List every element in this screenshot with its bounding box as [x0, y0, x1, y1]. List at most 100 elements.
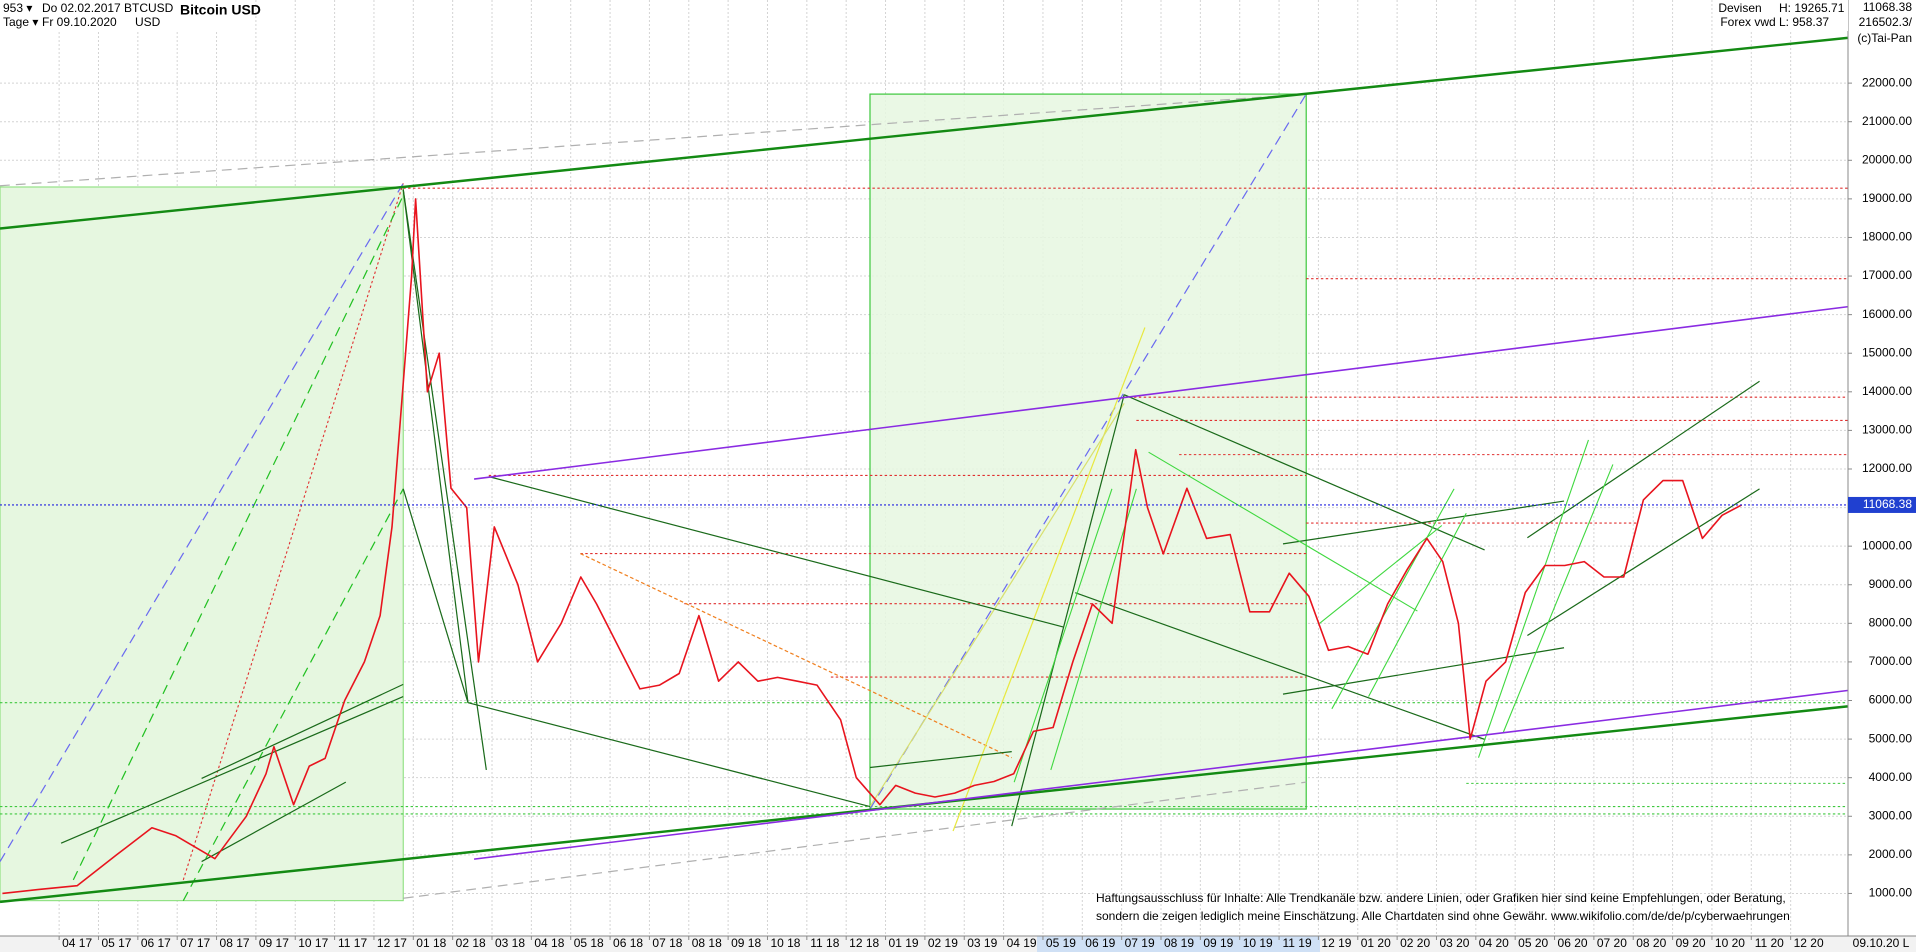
info-box	[1716, 0, 1848, 31]
trendlines	[60, 189, 1760, 863]
y-tick-label: 3000.00	[1869, 808, 1913, 822]
x-tick-label: 06 19	[1085, 936, 1115, 950]
x-tick-label: 07 19	[1125, 936, 1155, 950]
x-tick-label: 05 19	[1046, 936, 1076, 950]
x-tick-label: 01 18	[416, 936, 446, 950]
trendline	[952, 327, 1146, 832]
count-selector[interactable]: 953 ▾	[3, 1, 32, 15]
disclaimer: Haftungsausschluss für Inhalte: Alle Tre…	[1096, 891, 1786, 905]
channel-line	[473, 305, 1848, 480]
price-axis	[1848, 0, 1916, 936]
disclaimer: sondern die zeigen lediglich meine Einsc…	[1096, 909, 1790, 923]
y-tick-label: 16000.00	[1862, 307, 1912, 321]
from-date: Do 02.02.2017	[42, 1, 121, 15]
x-tick-label: 05 20	[1518, 936, 1548, 950]
zone	[0, 186, 404, 902]
y-tick-label: 5000.00	[1869, 731, 1913, 745]
y-tick-label: 4000.00	[1869, 770, 1913, 784]
high: H: 19265.71	[1779, 1, 1845, 15]
y-tick-label: 2000.00	[1869, 847, 1913, 861]
market: Devisen	[1718, 1, 1761, 15]
y-tick-label: 8000.00	[1869, 616, 1913, 630]
time-highlight	[1037, 936, 1320, 952]
x-tick-label: 06 18	[613, 936, 643, 950]
last-price-label: 11068.38	[1863, 497, 1912, 511]
x-tick-label: 12 17	[377, 936, 407, 950]
x-tick-label: 09 19	[1203, 936, 1233, 950]
x-tick-label: 02 19	[928, 936, 958, 950]
currency: USD	[135, 15, 161, 29]
annotations	[0, 36, 1848, 904]
x-tick-label: 09 20	[1676, 936, 1706, 950]
to-date: Fr 09.10.2020	[42, 15, 117, 29]
source: Forex vwd	[1720, 15, 1775, 29]
levels	[0, 702, 1848, 815]
y-tick-label: 18000.00	[1862, 230, 1912, 244]
last-price: 11068.38	[1863, 0, 1912, 14]
x-tick-label: 12 20	[1794, 936, 1824, 950]
x-tick-label: 03 18	[495, 936, 525, 950]
plot	[0, 198, 1848, 895]
price-line	[2, 198, 1743, 895]
channel-line	[474, 689, 1848, 860]
chart-title: Bitcoin USD	[180, 2, 261, 18]
x-tick-label: 04 19	[1007, 936, 1037, 950]
x-tick-label: 10 18	[770, 936, 800, 950]
low: L: 958.37	[1779, 15, 1829, 29]
y-tick-label: 15000.00	[1862, 345, 1912, 359]
x-tick-label: 04 20	[1479, 936, 1509, 950]
trendline	[403, 781, 1307, 899]
y-tick-label: 19000.00	[1862, 191, 1912, 205]
x-tick-label: 03 19	[967, 936, 997, 950]
y-tick-label: 7000.00	[1869, 654, 1913, 668]
x-tick-label: 12 18	[849, 936, 879, 950]
trendline	[0, 183, 404, 862]
x-tick-label: 08 19	[1164, 936, 1194, 950]
x-tick-label: 03 20	[1439, 936, 1469, 950]
trendline	[869, 93, 1307, 810]
x-tick-label: 07 20	[1597, 936, 1627, 950]
trendline	[580, 553, 1012, 759]
y-tick-label: 14000.00	[1862, 384, 1912, 398]
y-tick-label: 21000.00	[1862, 114, 1912, 128]
x-tick-label: 02 18	[456, 936, 486, 950]
levels	[182, 183, 1848, 881]
info-box	[1849, 0, 1916, 47]
y-tick-label: 20000.00	[1862, 152, 1912, 166]
copyright: (c)Tai-Pan	[1857, 31, 1912, 45]
y-tick-label: 17000.00	[1862, 268, 1912, 282]
y-tick-label: 10000.00	[1862, 538, 1912, 552]
time-axis	[0, 936, 1916, 952]
x-tick-label: 11 17	[338, 936, 367, 950]
x-tick-label: 09 18	[731, 936, 761, 950]
period-selector[interactable]: Tage ▾	[3, 15, 38, 29]
trendline	[182, 488, 404, 901]
x-tick-label: 06 20	[1558, 936, 1588, 950]
y-tick-label: 13000.00	[1862, 423, 1912, 437]
x-tick-label: 01 19	[889, 936, 919, 950]
channel-line	[0, 36, 1848, 230]
x-tick-label: 05 18	[574, 936, 604, 950]
trendlines	[1013, 439, 1614, 783]
x-tick-label: 10 17	[298, 936, 328, 950]
x-tick-label: 11 20	[1755, 936, 1784, 950]
x-tick-label: 01 20	[1361, 936, 1391, 950]
x-tick-label: 05 17	[101, 936, 131, 950]
x-tick-label: 02 20	[1400, 936, 1430, 950]
y-axis: 1000.00 2000.00 3000.00 4000.00 5000.00 6000.…	[1848, 75, 1916, 900]
y-tick-label: 1000.00	[1869, 886, 1913, 900]
info-box	[0, 0, 246, 31]
x-tick-label: 06 17	[141, 936, 171, 950]
y-tick-label: 6000.00	[1869, 693, 1913, 707]
end-date: 09.10.20	[1853, 936, 1900, 950]
trendline	[869, 402, 1125, 807]
x-tick-label: 10 20	[1715, 936, 1745, 950]
x-tick-label: 04 17	[62, 936, 92, 950]
y-tick-label: 22000.00	[1862, 75, 1912, 89]
x-tick-label: 11 18	[810, 936, 839, 950]
trendline	[0, 93, 1307, 187]
x-tick-label: 12 19	[1321, 936, 1351, 950]
y-tick-label: 12000.00	[1862, 461, 1912, 475]
x-tick-label: 08 20	[1636, 936, 1666, 950]
